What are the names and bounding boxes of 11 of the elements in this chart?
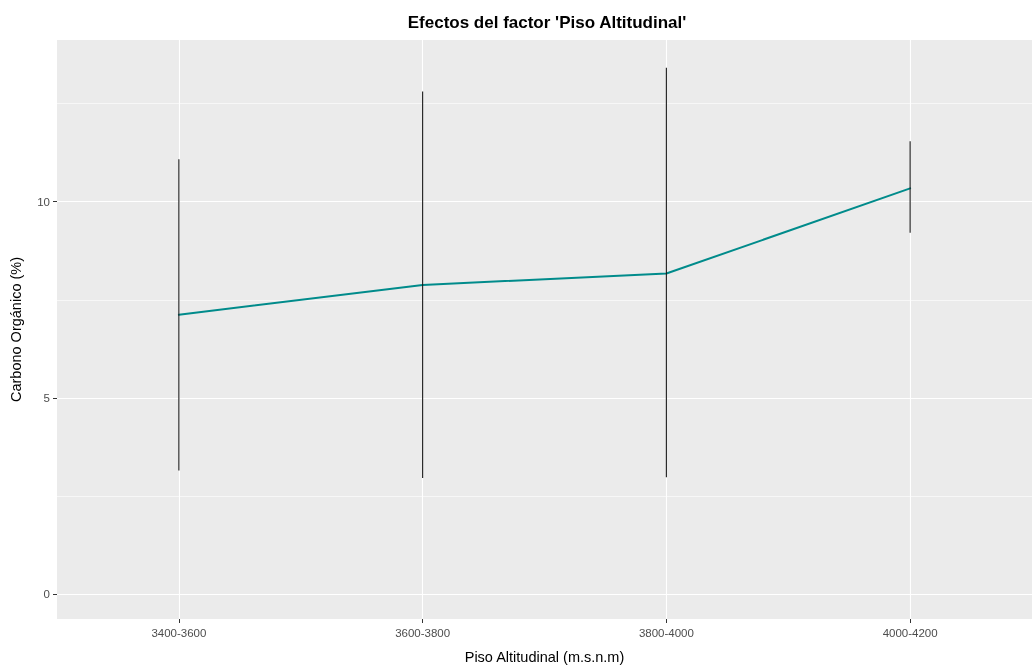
line-series (177, 187, 912, 316)
x-tick-label: 3400-3600 (151, 627, 207, 639)
y-tick-label: 5 (43, 392, 50, 404)
x-tick-label: 3800-4000 (638, 627, 694, 639)
x-axis-title: Piso Altitudinal (m.s.n.m) (464, 648, 625, 665)
y-axis-title: Carbono Orgánico (%) (7, 256, 24, 403)
y-tick-label: 10 (37, 195, 50, 208)
chart-title: Efectos del factor 'Piso Altitudinal' (407, 13, 687, 32)
x-tick-label: 3600-3800 (395, 627, 451, 639)
x-tick-label: 4000-4200 (882, 627, 938, 639)
y-tick-label: 0 (43, 588, 50, 601)
